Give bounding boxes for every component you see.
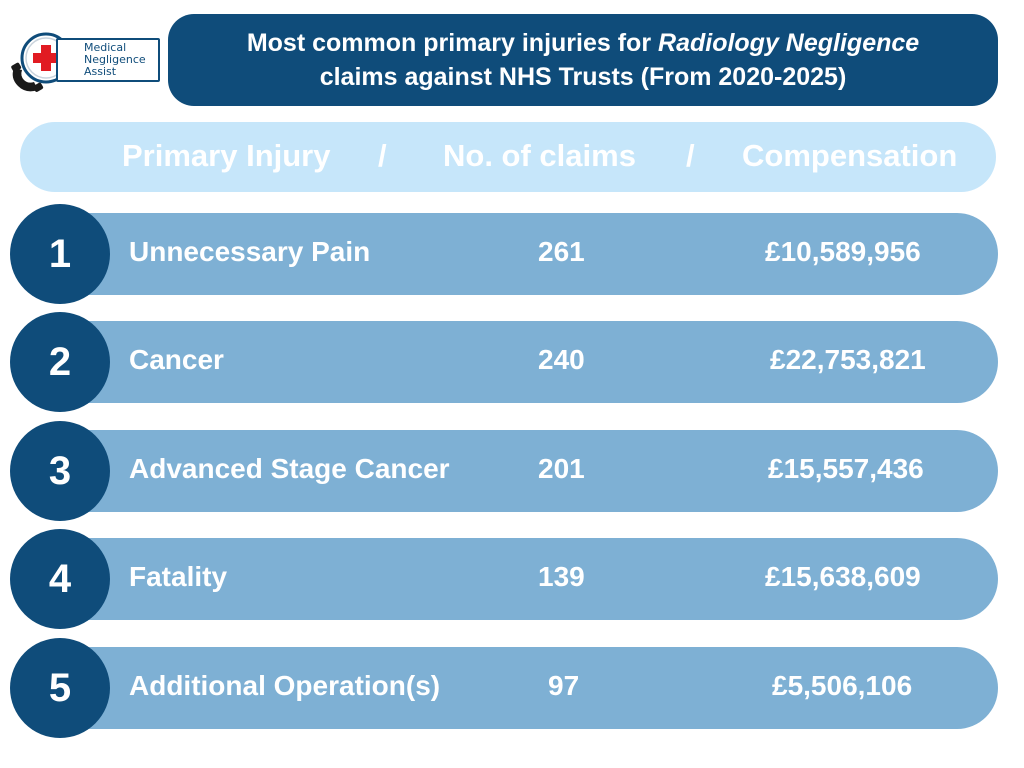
row-injury: Advanced Stage Cancer bbox=[129, 453, 450, 484]
row-rank-badge: 5 bbox=[10, 638, 110, 738]
row-compensation: £22,753,821 bbox=[770, 344, 926, 375]
table-row: Cancer 240 £22,753,821 bbox=[60, 321, 998, 403]
row-compensation: £15,638,609 bbox=[765, 561, 921, 592]
row-injury: Cancer bbox=[129, 344, 224, 375]
table-header: Primary Injury / No. of claims / Compens… bbox=[20, 122, 996, 192]
row-rank-badge: 1 bbox=[10, 204, 110, 304]
column-header-claims: No. of claims bbox=[443, 138, 636, 173]
table-row: Fatality 139 £15,638,609 bbox=[60, 538, 998, 620]
title-emphasis: Radiology Negligence bbox=[658, 29, 920, 57]
table-row: Advanced Stage Cancer 201 £15,557,436 bbox=[60, 430, 998, 512]
title-prefix: Most common primary injuries for bbox=[246, 29, 652, 57]
row-claims: 261 bbox=[538, 236, 585, 267]
row-compensation: £5,506,106 bbox=[772, 670, 913, 701]
title-line-2: claims against NHS Trusts (From 2020-202… bbox=[319, 63, 847, 91]
row-claims: 240 bbox=[538, 344, 585, 375]
table-row: Unnecessary Pain 261 £10,589,956 bbox=[60, 213, 998, 295]
row-compensation: £15,557,436 bbox=[768, 453, 924, 484]
title-line-1: Most common primary injuries for Radiolo… bbox=[168, 26, 998, 60]
row-injury: Unnecessary Pain bbox=[129, 236, 371, 267]
logo-text-box: Medical Negligence Assist bbox=[56, 38, 160, 82]
row-injury: Fatality bbox=[129, 561, 228, 592]
row-rank-badge: 4 bbox=[10, 529, 110, 629]
chart-title: Most common primary injuries for Radiolo… bbox=[168, 14, 998, 106]
row-injury: Additional Operation(s) bbox=[129, 670, 441, 701]
row-rank-badge: 3 bbox=[10, 421, 110, 521]
column-separator: / bbox=[686, 138, 695, 173]
column-header-compensation: Compensation bbox=[742, 138, 958, 173]
column-header-primary-injury: Primary Injury bbox=[122, 138, 331, 173]
logo: Medical Negligence Assist bbox=[8, 28, 160, 100]
row-compensation: £10,589,956 bbox=[765, 236, 921, 267]
table-row: Additional Operation(s) 97 £5,506,106 bbox=[60, 647, 998, 729]
row-claims: 201 bbox=[538, 453, 585, 484]
row-claims: 139 bbox=[538, 561, 585, 592]
logo-text: Medical Negligence Assist bbox=[84, 41, 146, 78]
row-rank-badge: 2 bbox=[10, 312, 110, 412]
row-claims: 97 bbox=[548, 670, 580, 701]
column-separator: / bbox=[378, 138, 387, 173]
